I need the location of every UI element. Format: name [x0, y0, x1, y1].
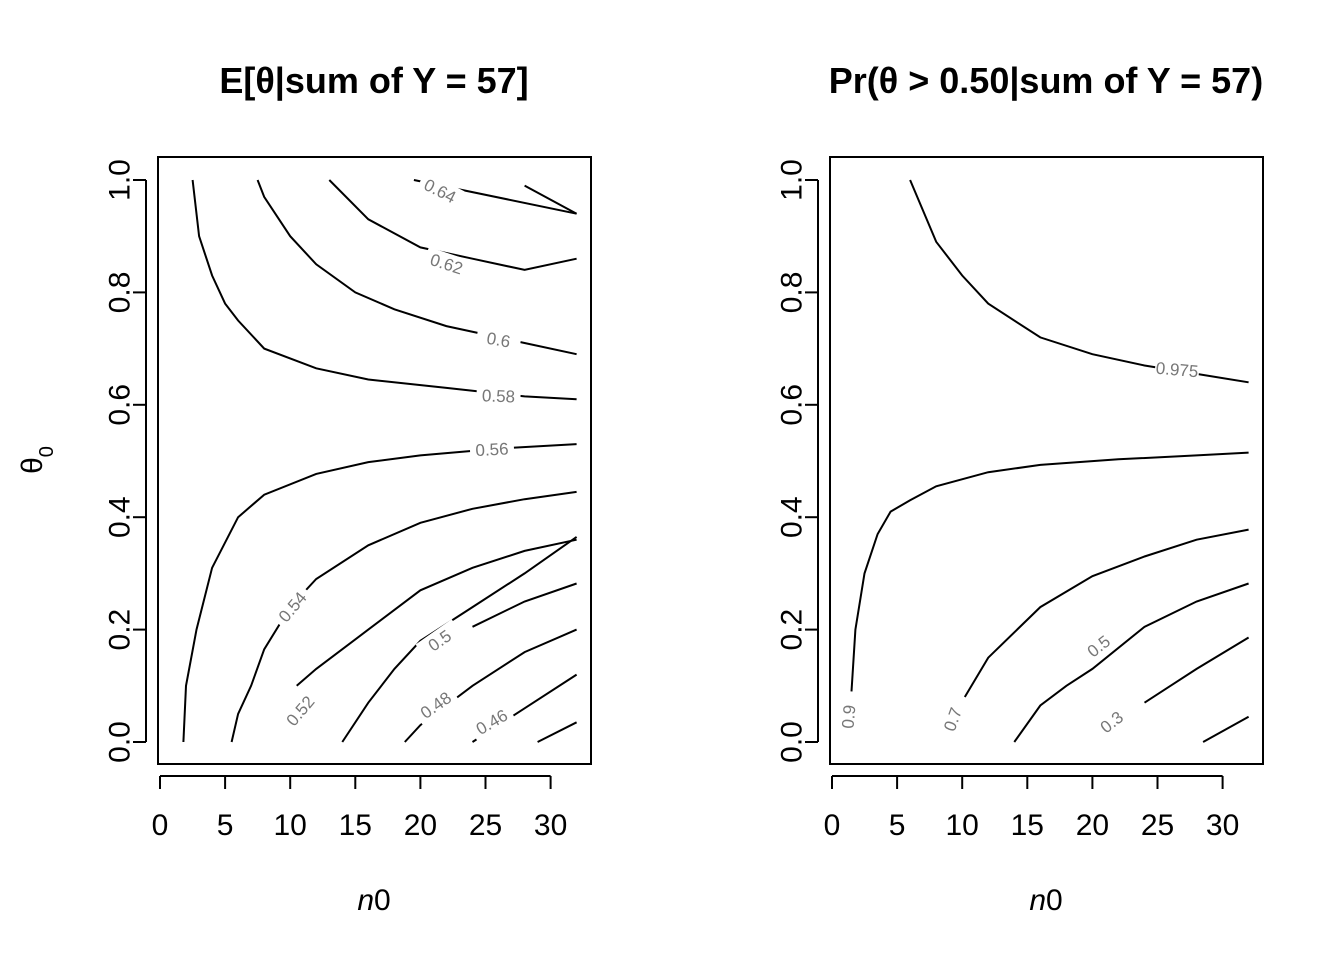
left-contour-label-0.56: 0.56	[475, 439, 509, 460]
left-contour-label-0.62: 0.62	[428, 250, 465, 278]
left-contour-label-bg-5	[270, 583, 316, 632]
left-x-tick-label-1: 5	[217, 809, 234, 842]
right-x-tick-label-5: 25	[1141, 809, 1174, 842]
left-contour-segment-2	[524, 184, 578, 215]
left-y-axis-label: θ0	[16, 446, 58, 474]
right-contour-line-0.5	[1013, 582, 1249, 743]
right-contour-line-0.3	[1143, 636, 1250, 704]
right-y-tick-label-0: 0.0	[776, 721, 809, 763]
right-contour-label-bg-3	[1074, 624, 1124, 669]
right-contour-segment-0	[1202, 715, 1250, 743]
left-x-tick-label-4: 20	[404, 809, 437, 842]
right-x-tick-label-2: 10	[946, 809, 979, 842]
left-contour-label-bg-4	[469, 437, 515, 462]
right-x-axis-label-italic: n	[1029, 884, 1046, 917]
right-contour-label-0.975: 0.975	[1155, 359, 1199, 382]
left-contour-label-bg-2	[474, 325, 523, 355]
left-contour-label-bg-9	[467, 701, 517, 743]
right-x-axis-label: n0	[1029, 884, 1062, 917]
left-contour-label-0.58: 0.58	[482, 386, 516, 406]
left-y-tick-label-0: 0.0	[104, 721, 137, 763]
right-y-tick-label-3: 0.6	[776, 384, 809, 426]
right-x-axis-label-rest: 0	[1046, 884, 1063, 917]
right-contour-label-0.9: 0.9	[838, 704, 859, 729]
right-x-tick-label-4: 20	[1076, 809, 1109, 842]
left-panel: E[θ|sum of Y = 57] n0 θ0 0 5 10 15 20 25 300.0…	[16, 60, 592, 917]
left-x-tick-label-6: 30	[534, 809, 567, 842]
right-contour-label-bg-1	[836, 693, 862, 740]
left-plot-area: 0 5 10 15 20 25 300.00.20.40.60.81.0 0.640.620.…	[104, 156, 592, 842]
right-x-tick-label-6: 30	[1206, 809, 1239, 842]
right-panel: Pr(θ > 0.50|sum of Y = 57) n0 0 5 10 15 20 25…	[776, 60, 1264, 917]
right-x-tick-label-0: 0	[824, 809, 841, 842]
left-contour-line-0.56	[182, 443, 577, 743]
left-y-tick-label-5: 1.0	[104, 159, 137, 201]
left-x-tick-label-3: 15	[339, 809, 372, 842]
left-chart-title: E[θ|sum of Y = 57]	[219, 60, 528, 102]
left-contour-label-bg-0	[415, 171, 465, 212]
left-contour-line-0.52	[341, 536, 578, 743]
right-contour-line-0.9	[850, 451, 1249, 692]
left-contour-label-bg-3	[476, 384, 521, 409]
left-x-axis-label: n0	[357, 884, 390, 917]
left-contour-line-0.58	[191, 179, 577, 401]
left-x-tick-label-0: 0	[152, 809, 169, 842]
right-plot-frame	[829, 156, 1264, 765]
right-y-tick-label-1: 0.2	[776, 609, 809, 651]
left-contour-line-0.6	[256, 179, 577, 356]
right-y-tick-label-4: 0.8	[776, 272, 809, 314]
left-contour-segment-0	[296, 538, 577, 687]
left-contour-label-0.6: 0.6	[485, 329, 512, 352]
left-contour-line-0.54	[230, 490, 577, 743]
left-x-tick-label-2: 10	[274, 809, 307, 842]
left-y-tick-label-3: 0.6	[104, 384, 137, 426]
right-contour-label-bg-4	[1087, 700, 1137, 745]
left-contour-line-0.5	[404, 628, 577, 743]
left-x-axis-label-rest: 0	[374, 884, 391, 917]
left-contour-label-bg-1	[422, 247, 471, 282]
svg-text:θ0: θ0	[16, 446, 58, 474]
right-x-tick-label-3: 15	[1011, 809, 1044, 842]
right-contour-line-0.975	[909, 179, 1249, 384]
left-y-tick-label-2: 0.4	[104, 496, 137, 538]
right-chart-title: Pr(θ > 0.50|sum of Y = 57)	[829, 60, 1263, 102]
left-contour-segment-1	[472, 582, 577, 628]
left-contour-label-bg-8	[411, 683, 461, 728]
right-y-tick-label-5: 1.0	[776, 159, 809, 201]
right-y-tick-label-2: 0.4	[776, 496, 809, 538]
left-contour-line-0.46	[537, 721, 578, 743]
left-x-tick-label-5: 25	[469, 809, 502, 842]
left-y-tick-label-1: 0.2	[104, 609, 137, 651]
left-contour-label-bg-6	[278, 687, 324, 736]
right-contour-label-bg-0	[1154, 357, 1200, 383]
right-x-tick-label-1: 5	[889, 809, 906, 842]
left-y-tick-label-4: 0.8	[104, 272, 137, 314]
left-contour-label-bg-7	[415, 619, 465, 663]
right-contour-line-0.7	[963, 528, 1249, 698]
right-contour-label-bg-2	[935, 695, 971, 744]
left-plot-frame	[157, 156, 592, 765]
left-x-axis-label-italic: n	[357, 884, 374, 917]
